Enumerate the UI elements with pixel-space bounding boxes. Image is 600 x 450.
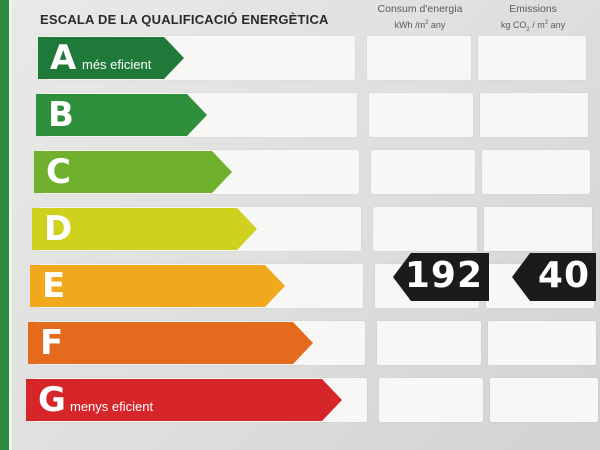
- class-bar-e: E: [30, 265, 285, 307]
- indicator-value: 192: [404, 255, 483, 296]
- emissions-value-indicator: 40: [512, 253, 596, 301]
- class-letter: B: [48, 95, 74, 135]
- class-letter: A: [50, 38, 77, 78]
- class-arrow-polygon: [38, 37, 184, 79]
- class-arrow-shape: [30, 265, 285, 307]
- emissions-column-header: Emissions kg CO2 / m2 any: [478, 2, 588, 37]
- emissions-cell: [488, 321, 596, 365]
- class-arrow-shape: [32, 208, 257, 250]
- class-description: més eficient: [82, 57, 152, 72]
- class-arrow-shape: [38, 37, 184, 79]
- class-arrow-polygon: [28, 322, 313, 364]
- emissions-cell: [484, 207, 592, 251]
- emissions-cell: [478, 36, 586, 80]
- energy-column-header: Consum d'energia kWh /m2 any: [365, 2, 475, 32]
- emissions-cell: [482, 150, 590, 194]
- class-arrow-polygon: [36, 94, 207, 136]
- indicator-arrow-polygon: [393, 253, 489, 301]
- indicator-arrow-shape: [512, 253, 596, 301]
- label-title: ESCALA DE LA QUALIFICACIÓ ENERGÈTICA: [40, 12, 329, 27]
- energy-cell: [373, 207, 477, 251]
- class-letter: D: [44, 209, 73, 249]
- class-bar-f: F: [28, 322, 313, 364]
- class-bar-c: C: [34, 151, 232, 193]
- class-description: menys eficient: [70, 399, 154, 414]
- class-letter: E: [42, 266, 66, 306]
- energy-column-unit: kWh /m2 any: [394, 20, 446, 30]
- class-bar-b: B: [36, 94, 207, 136]
- indicator-arrow-shape: [393, 253, 489, 301]
- emissions-cell: [490, 378, 598, 422]
- indicator-value: 40: [537, 255, 590, 296]
- emissions-cell: [480, 93, 588, 137]
- class-letter: F: [40, 323, 64, 363]
- class-bar-d: D: [32, 208, 257, 250]
- energy-cell: [369, 93, 473, 137]
- energy-column-label: Consum d'energia: [377, 3, 463, 15]
- indicator-arrow-polygon: [512, 253, 596, 301]
- energy-cell: [367, 36, 471, 80]
- class-arrow-polygon: [26, 379, 342, 421]
- class-arrow-shape: [26, 379, 342, 421]
- green-border: [0, 0, 12, 450]
- energy-cell: [379, 378, 483, 422]
- energy-value-indicator: 192: [393, 253, 489, 301]
- class-arrow-shape: [28, 322, 313, 364]
- class-arrow-shape: [34, 151, 232, 193]
- class-arrow-polygon: [34, 151, 232, 193]
- energy-cell: [371, 150, 475, 194]
- emissions-column-label: Emissions: [509, 3, 557, 15]
- class-arrow-polygon: [30, 265, 285, 307]
- class-arrow-polygon: [32, 208, 257, 250]
- class-letter: C: [46, 152, 71, 192]
- emissions-column-unit: kg CO2 / m2 any: [500, 20, 566, 33]
- energy-cell: [377, 321, 481, 365]
- class-letter: G: [38, 380, 66, 420]
- class-arrow-shape: [36, 94, 207, 136]
